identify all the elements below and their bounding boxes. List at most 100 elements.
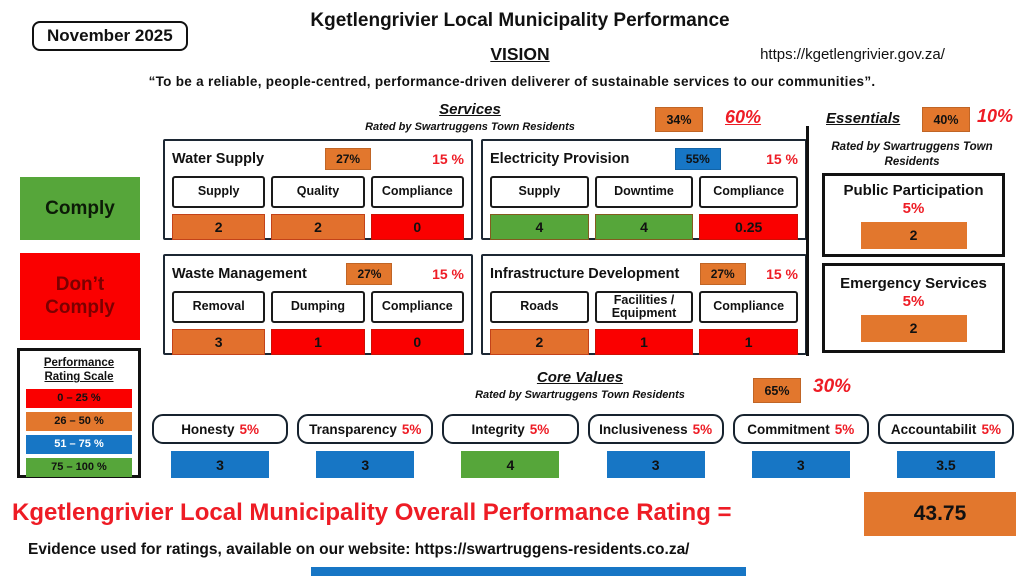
value-name: Integrity: [471, 421, 525, 437]
panel-title: Waste Management: [172, 266, 307, 282]
rating-cell: 4: [490, 214, 589, 240]
panel-waste-management: Waste Management 27% 15 % Removal Dumpin…: [163, 254, 473, 355]
value-card-integrity: Integrity 5% 4: [442, 414, 579, 478]
core-values-section-title: Core Values: [536, 369, 624, 386]
core-values-weight: 30%: [813, 376, 852, 397]
rating-cell: 4: [461, 451, 560, 478]
services-weight: 60%: [725, 107, 762, 127]
essentials-section-subtitle: Rated by Swartruggens Town Residents: [831, 141, 993, 168]
emergency-services-box: Emergency Services 5% 2: [822, 263, 1005, 353]
scale-row-green: 75 – 100 %: [26, 457, 132, 477]
column-header: Supply: [172, 176, 266, 208]
panel-weight: 15 %: [766, 266, 798, 282]
rating-cell: 0: [370, 329, 464, 355]
scale-title-line1: Performance: [43, 357, 115, 369]
rating-cell: 2: [860, 221, 967, 249]
panel-title: Water Supply: [172, 151, 265, 167]
column-header: Dumping: [271, 291, 365, 323]
rating-cell: 2: [860, 314, 967, 342]
scale-row-blue: 51 – 75 %: [26, 434, 132, 454]
panel-score-badge: 27%: [346, 263, 393, 285]
services-section-title: Services: [439, 101, 501, 118]
rating-cell: 0: [370, 214, 464, 240]
value-card-commitment: Commitment 5% 3: [732, 414, 869, 478]
panel-weight: 15 %: [766, 151, 798, 167]
essentials-score-badge: 40%: [922, 107, 970, 132]
panel-score-badge: 27%: [699, 263, 746, 285]
value-card-inclusiveness: Inclusiveness 5% 3: [587, 414, 724, 478]
rating-cell: 3: [751, 451, 850, 478]
panel-title: Infrastructure Development: [490, 266, 680, 282]
rating-cell: 3: [171, 451, 270, 478]
rating-cell: 3.5: [896, 451, 995, 478]
rating-cell: 2: [271, 214, 365, 240]
value-weight: 5%: [529, 421, 550, 437]
panel-score-badge: 27%: [325, 148, 372, 170]
services-section-subtitle: Rated by Swartruggens Town Residents: [365, 121, 575, 133]
evidence-note-link[interactable]: Evidence used for ratings, available on …: [28, 541, 690, 558]
column-header: Downtime: [594, 176, 694, 208]
essential-weight: 5%: [902, 292, 925, 310]
value-name: Transparency: [309, 421, 397, 437]
section-divider: [806, 126, 809, 356]
column-header: Compliance: [370, 176, 464, 208]
rating-cell: 2: [490, 329, 589, 355]
value-card-honesty: Honesty 5% 3: [152, 414, 289, 478]
value-name: Honesty: [181, 421, 235, 437]
column-header: Quality: [271, 176, 365, 208]
column-header: Roads: [490, 291, 589, 323]
column-header: Compliance: [699, 291, 799, 323]
scale-row-red: 0 – 25 %: [26, 388, 132, 408]
essentials-section-title: Essentials: [826, 110, 901, 127]
performance-rating-scale: Performance Rating Scale 0 – 25 % 26 – 5…: [17, 348, 141, 478]
vision-quote: “To be a reliable, people-centred, perfo…: [148, 74, 876, 89]
rating-cell: 4: [594, 214, 694, 240]
bottom-blue-bar: [311, 567, 746, 576]
column-header: Supply: [490, 176, 589, 208]
value-weight: 5%: [692, 421, 713, 437]
panel-weight: 15 %: [432, 266, 464, 282]
public-participation-box: Public Participation 5% 2: [822, 173, 1005, 257]
rating-cell: 3: [606, 451, 705, 478]
value-name: Commitment: [747, 421, 830, 437]
scale-title-line2: Rating Scale: [44, 371, 114, 384]
panel-score-badge: 55%: [674, 148, 721, 170]
overall-rating-value: 43.75: [864, 492, 1016, 536]
vision-heading: VISION: [490, 44, 550, 64]
value-name: Accountabilit: [890, 421, 977, 437]
value-card-transparency: Transparency 5% 3: [297, 414, 434, 478]
value-weight: 5%: [981, 421, 1001, 437]
rating-cell: 3: [172, 329, 266, 355]
comply-legend: Comply: [20, 177, 140, 240]
column-header: Facilities / Equipment: [594, 291, 694, 323]
page-title: Kgetlengrivier Local Municipality Perfor…: [310, 10, 730, 31]
value-card-accountability: Accountabilit 5% 3.5: [877, 414, 1015, 478]
panel-title: Electricity Provision: [490, 151, 630, 167]
column-header: Removal: [172, 291, 266, 323]
value-name: Inclusiveness: [599, 421, 688, 437]
essentials-weight: 10%: [977, 106, 1014, 126]
rating-cell: 1: [271, 329, 365, 355]
services-score-badge: 34%: [655, 107, 703, 132]
column-header: Compliance: [370, 291, 464, 323]
value-weight: 5%: [401, 421, 422, 437]
scale-row-orange: 26 – 50 %: [26, 411, 132, 431]
core-values-section-subtitle: Rated by Swartruggens Town Residents: [475, 389, 685, 401]
panel-electricity-provision: Electricity Provision 55% 15 % Supply Do…: [481, 139, 807, 240]
column-header: Compliance: [699, 176, 799, 208]
core-values-score-badge: 65%: [753, 378, 801, 403]
panel-weight: 15 %: [432, 151, 464, 167]
rating-cell: 1: [699, 329, 799, 355]
overall-rating-label: Kgetlengrivier Local Municipality Overal…: [12, 499, 732, 526]
essential-name: Public Participation: [843, 181, 984, 199]
essential-weight: 5%: [902, 199, 925, 217]
date-badge: November 2025: [32, 21, 188, 51]
core-values-row: Honesty 5% 3 Transparency 5% 3 Integrity…: [152, 414, 1015, 478]
value-weight: 5%: [239, 421, 259, 437]
municipality-url-link[interactable]: https://kgetlengrivier.gov.za/: [760, 46, 945, 63]
dont-comply-legend: Don’t Comply: [20, 253, 140, 340]
rating-cell: 1: [594, 329, 694, 355]
panel-infrastructure-development: Infrastructure Development 27% 15 % Road…: [481, 254, 807, 355]
rating-cell: 2: [172, 214, 266, 240]
value-weight: 5%: [834, 421, 855, 437]
